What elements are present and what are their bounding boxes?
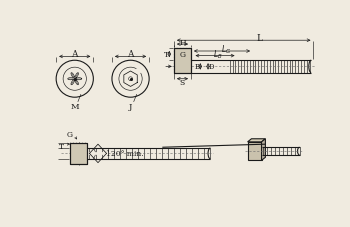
Text: A: A	[127, 49, 134, 59]
Text: J: J	[129, 102, 132, 110]
Text: A: A	[71, 49, 78, 59]
Bar	[174, 49, 191, 73]
Text: H: H	[179, 39, 186, 47]
Bar	[247, 142, 261, 161]
Polygon shape	[261, 139, 265, 161]
Polygon shape	[247, 139, 265, 142]
Text: L: L	[256, 34, 262, 43]
Text: S: S	[180, 79, 185, 86]
Text: M: M	[70, 102, 79, 110]
Bar	[70, 143, 87, 165]
Bar	[174, 49, 191, 73]
Text: G: G	[66, 131, 72, 138]
Text: B: B	[195, 63, 200, 71]
Text: 120° min.: 120° min.	[106, 150, 144, 158]
Text: $L_G$: $L_G$	[221, 43, 231, 56]
Text: T: T	[59, 142, 64, 150]
Bar	[70, 143, 87, 165]
Text: D: D	[208, 63, 214, 71]
Text: T: T	[164, 51, 169, 59]
Text: $L_B$: $L_B$	[212, 48, 222, 60]
Text: G: G	[180, 51, 186, 59]
